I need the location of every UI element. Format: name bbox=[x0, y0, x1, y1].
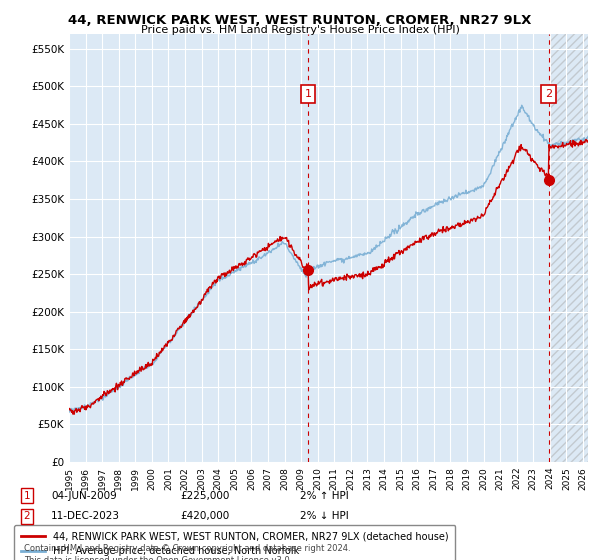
Text: 2% ↓ HPI: 2% ↓ HPI bbox=[300, 511, 349, 521]
Legend: 44, RENWICK PARK WEST, WEST RUNTON, CROMER, NR27 9LX (detached house), HPI: Aver: 44, RENWICK PARK WEST, WEST RUNTON, CROM… bbox=[14, 525, 455, 560]
Text: Contains HM Land Registry data © Crown copyright and database right 2024.
This d: Contains HM Land Registry data © Crown c… bbox=[24, 544, 350, 560]
Text: 2: 2 bbox=[23, 511, 31, 521]
Text: 2% ↑ HPI: 2% ↑ HPI bbox=[300, 491, 349, 501]
Text: 04-JUN-2009: 04-JUN-2009 bbox=[51, 491, 117, 501]
Text: 2: 2 bbox=[545, 88, 553, 99]
Text: 44, RENWICK PARK WEST, WEST RUNTON, CROMER, NR27 9LX: 44, RENWICK PARK WEST, WEST RUNTON, CROM… bbox=[68, 14, 532, 27]
Text: £420,000: £420,000 bbox=[180, 511, 229, 521]
Text: 11-DEC-2023: 11-DEC-2023 bbox=[51, 511, 120, 521]
Text: Price paid vs. HM Land Registry's House Price Index (HPI): Price paid vs. HM Land Registry's House … bbox=[140, 25, 460, 35]
Text: 1: 1 bbox=[23, 491, 31, 501]
Bar bbox=[550, 34, 588, 462]
Text: £225,000: £225,000 bbox=[180, 491, 229, 501]
Text: 1: 1 bbox=[305, 88, 311, 99]
